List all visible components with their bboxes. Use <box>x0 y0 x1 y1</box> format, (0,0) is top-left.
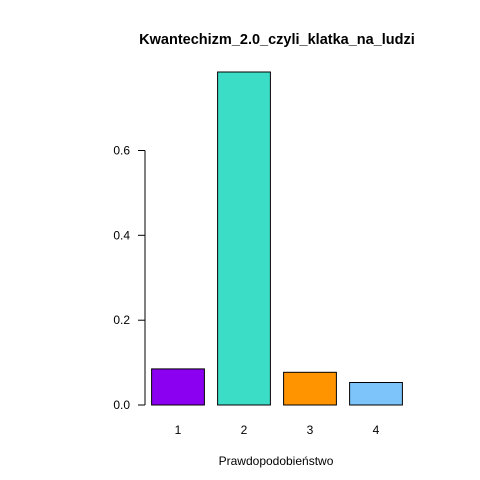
bar-2 <box>217 71 271 406</box>
y-axis: 0.0 0.2 0.4 0.6 <box>113 144 146 412</box>
bar-4 <box>349 382 403 406</box>
y-tick-label: 0.0 <box>113 398 130 412</box>
y-tick-label: 0.4 <box>113 228 130 242</box>
x-tick-label-3: 3 <box>307 423 314 437</box>
chart-title: Kwantechizm_2.0_czyli_klatka_na_ludzi <box>139 32 415 48</box>
bars-group <box>151 71 403 406</box>
x-axis-label: Prawdopodobieństwo <box>219 454 334 468</box>
x-tick-label-1: 1 <box>175 423 182 437</box>
y-tick-label: 0.2 <box>113 313 130 327</box>
bar-3 <box>283 371 337 406</box>
x-tick-label-4: 4 <box>373 423 380 437</box>
bar-1 <box>151 368 205 406</box>
x-axis-tick-labels: 1 2 3 4 <box>175 423 380 437</box>
x-tick-label-2: 2 <box>241 423 248 437</box>
y-tick-label: 0.6 <box>113 144 130 158</box>
